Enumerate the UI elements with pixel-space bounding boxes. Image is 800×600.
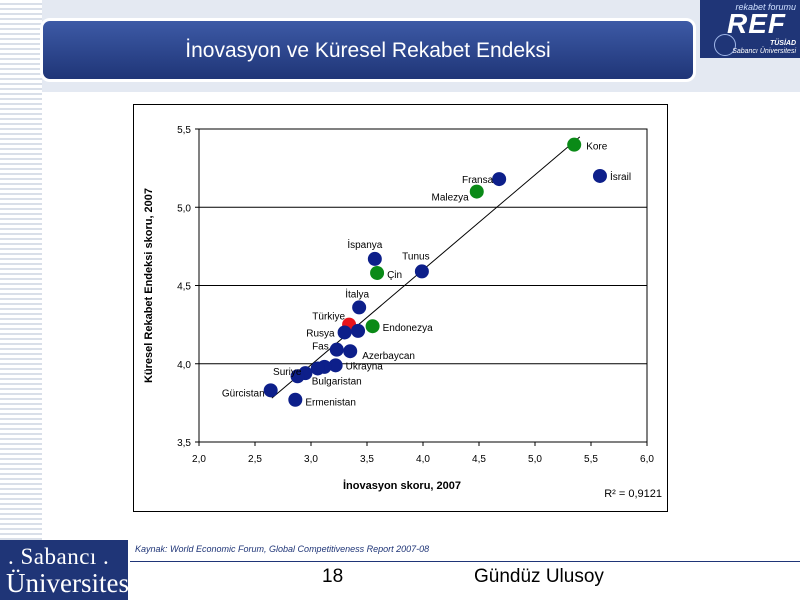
x-tick-label: 2,5 — [248, 454, 262, 465]
point-label: Azerbaycan — [362, 351, 415, 362]
data-point — [367, 251, 382, 266]
data-point — [414, 264, 429, 279]
r-squared-label: R² = 0,9121 — [604, 488, 662, 500]
slide-title: İnovasyon ve Küresel Rekabet Endeksi — [185, 39, 551, 62]
point-label: Tunus — [402, 251, 429, 262]
data-point — [310, 361, 325, 376]
x-axis-label: İnovasyon skoru, 2007 — [343, 479, 461, 492]
point-label: Endonezya — [383, 323, 433, 334]
data-point — [370, 265, 385, 280]
data-point — [469, 184, 484, 199]
data-point — [352, 300, 367, 315]
ref-logo-university: Sabancı Üniversitesi — [732, 48, 796, 55]
point-label: Fas — [312, 342, 329, 353]
data-point — [288, 392, 303, 407]
data-point — [567, 137, 582, 152]
data-point — [492, 172, 507, 187]
data-point — [329, 342, 344, 357]
data-point — [592, 168, 607, 183]
footer-divider — [130, 561, 800, 562]
data-point — [343, 344, 358, 359]
point-label: Türkiye — [312, 312, 345, 323]
x-tick-label: 3,0 — [304, 454, 318, 465]
ref-seal-icon — [714, 34, 736, 56]
x-tick-label: 6,0 — [640, 454, 654, 465]
point-label: Ermenistan — [305, 398, 356, 409]
y-tick-label: 4,0 — [177, 360, 191, 371]
x-tick-label: 2,0 — [192, 454, 206, 465]
x-tick-label: 3,5 — [360, 454, 374, 465]
data-point — [290, 369, 305, 384]
x-tick-label: 5,5 — [584, 454, 598, 465]
chart-frame: 3,5 4,0 4,5 5,0 5,5 2,0 2,5 3,0 3,5 4,0 4,5 5,0 5,5 6… — [133, 104, 668, 512]
title-bar: İnovasyon ve Küresel Rekabet Endeksi — [40, 18, 696, 82]
left-stripes — [0, 0, 42, 540]
data-point — [263, 383, 278, 398]
sabanci-university-logo: . Sabancı . Üniversitesi — [0, 540, 136, 600]
author-name: Gündüz Ulusoy — [474, 566, 604, 587]
ref-logo-text: REF — [727, 8, 786, 39]
point-label: Suriye — [273, 367, 302, 378]
data-point — [337, 325, 352, 340]
point-label: Malezya — [432, 193, 470, 204]
ref-logo-tag: TÜSİAD — [769, 40, 796, 47]
point-label: Ukrayna — [346, 361, 384, 372]
ref-logo: rekabet forumu REF TÜSİAD Sabancı Üniver… — [700, 0, 800, 58]
su-logo-line1: . Sabancı . — [8, 544, 110, 569]
point-label: İspanya — [347, 238, 382, 251]
x-tick-label: 4,0 — [416, 454, 430, 465]
y-tick-label: 5,0 — [177, 203, 191, 214]
data-point — [365, 319, 380, 334]
point-label: Rusya — [306, 328, 335, 339]
ref-logo-subtitle: rekabet forumu — [735, 2, 796, 12]
y-axis-label: Küresel Rekabet Endeksi skoru, 2007 — [143, 188, 155, 383]
point-label: Kore — [586, 142, 608, 153]
point-label: Fransa — [462, 175, 494, 186]
data-point — [328, 358, 343, 373]
data-point — [351, 323, 366, 338]
scatter-chart: 3,5 4,0 4,5 5,0 5,5 2,0 2,5 3,0 3,5 4,0 4,5 5,0 5,5 6… — [143, 125, 662, 500]
y-tick-label: 3,5 — [177, 438, 191, 449]
point-label: Gürcistan — [222, 388, 265, 399]
page-number: 18 — [322, 566, 344, 587]
point-label: İtalya — [345, 287, 369, 300]
y-tick-label: 4,5 — [177, 282, 191, 293]
point-label: Çin — [387, 270, 402, 281]
su-logo-line2: Üniversitesi — [6, 568, 137, 598]
y-tick-label: 5,5 — [177, 125, 191, 136]
x-tick-label: 5,0 — [528, 454, 542, 465]
source-note: Kaynak: World Economic Forum, Global Com… — [135, 544, 430, 554]
point-label: Bulgaristan — [312, 376, 362, 387]
point-label: İsrail — [610, 170, 631, 183]
x-tick-label: 4,5 — [472, 454, 486, 465]
